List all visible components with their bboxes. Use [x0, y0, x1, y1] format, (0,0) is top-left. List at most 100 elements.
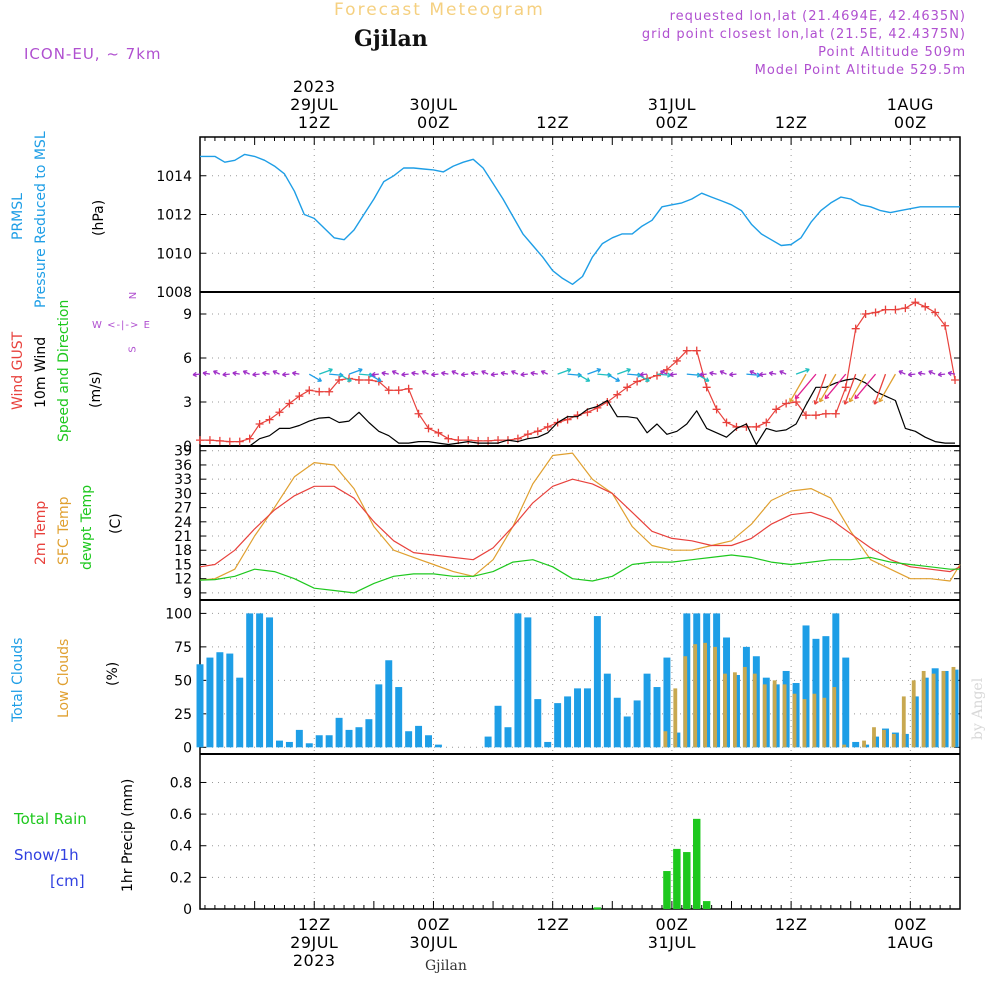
total-cloud-bar — [355, 727, 363, 748]
wind-arrow — [873, 373, 887, 405]
total-cloud-bar — [276, 740, 283, 748]
clouds-y-tick-label: 25 — [174, 707, 192, 723]
total-cloud-bar — [514, 613, 522, 748]
temp-2m-label: 2m Temp — [33, 500, 49, 565]
low-cloud-bar — [842, 744, 847, 748]
wind-arrow-head — [202, 370, 208, 377]
gust-marker — [931, 308, 940, 317]
wind-arrow-head — [500, 370, 506, 377]
bottom-time-label: 00Z — [655, 915, 688, 934]
snow-unit-label: [cm] — [50, 872, 85, 890]
total-cloud-bar — [295, 729, 303, 748]
bottom-time-label: 31JUL — [648, 933, 696, 952]
low-cloud-bar — [782, 684, 787, 748]
top-time-label: 31JUL — [648, 95, 696, 114]
total-cloud-bar — [325, 735, 333, 748]
wind-arrow-head — [819, 397, 824, 403]
total-cloud-bar — [852, 741, 860, 748]
rain-bar — [593, 907, 602, 910]
bottom-time-label: 12Z — [775, 915, 808, 934]
temperature-y-tick-label: 15 — [174, 557, 192, 573]
wind-arrow-head — [262, 370, 267, 377]
total-cloud-bar — [822, 636, 830, 748]
low-cloud-bar — [802, 699, 807, 748]
temperature-y-tick-label: 12 — [174, 572, 192, 588]
total-cloud-bar — [623, 716, 631, 748]
gust-marker — [692, 346, 701, 355]
total-cloud-bar — [305, 743, 313, 748]
rain-bar — [693, 818, 701, 909]
wind-arrow-head — [391, 370, 397, 375]
compass-we: W <-|-> E — [92, 320, 151, 331]
watermark: by Angel — [970, 677, 986, 740]
temp-sfc-label: SFC Temp — [56, 496, 72, 565]
gust-marker — [414, 409, 423, 418]
top-time-label: 12Z — [775, 113, 808, 132]
pressure-line — [200, 153, 960, 285]
wind-arrow — [795, 368, 810, 375]
wind-arrow — [844, 373, 857, 405]
precip-y-tick-label: 0.2 — [170, 870, 192, 886]
total-cloud-bar — [534, 699, 542, 748]
total-cloud-bar — [434, 744, 442, 748]
gust-marker — [295, 392, 304, 401]
gust-marker — [792, 398, 801, 406]
gust-marker — [613, 390, 622, 399]
top-time-label: 1AUG — [887, 95, 934, 114]
pressure-label-1: PRMSL — [10, 193, 26, 240]
gust-marker — [255, 420, 264, 428]
wind-arrow-head — [222, 371, 227, 378]
precip-y-tick-label: 0.8 — [170, 775, 192, 791]
temp-dewpt-label: dewpt Temp — [79, 484, 95, 570]
gust-marker — [384, 386, 393, 395]
top-time-label: 29JUL — [290, 95, 338, 114]
wind-arrow-head — [530, 370, 535, 377]
rain-bar — [702, 901, 711, 909]
low-cloud-bar — [941, 670, 946, 748]
low-cloud-bar — [901, 696, 906, 748]
total-cloud-bar — [345, 729, 353, 748]
bottom-time-label: 2023 — [293, 951, 336, 970]
grid-point-coords: grid point closest lon,lat (21.5E, 42.43… — [641, 27, 966, 42]
wind-arrow-head — [848, 397, 854, 403]
precip-y-tick-label: 0.6 — [170, 807, 192, 823]
total-cloud-bar — [663, 657, 671, 748]
temperature-y-tick-label: 9 — [183, 586, 192, 602]
wind-arrow — [789, 373, 807, 403]
wind-arrow — [318, 368, 333, 375]
total-cloud-bar — [554, 703, 562, 748]
location-title: Gjilan — [354, 26, 428, 52]
sfc-temp-line — [199, 452, 961, 582]
wind-dir-label: Speed and Direction — [56, 299, 72, 442]
wind-arrow-head — [937, 371, 943, 378]
low-cloud-bar — [772, 680, 777, 748]
pressure-y-tick-label: 1008 — [156, 285, 192, 301]
gust-marker — [881, 305, 890, 314]
wind-arrow-head — [704, 377, 710, 382]
wind-arrow-head — [371, 371, 376, 378]
wind-arrow — [368, 373, 382, 382]
gust-marker — [891, 305, 900, 314]
wind-arrow — [854, 373, 877, 400]
model-label: ICON-EU, ~ 7km — [24, 45, 162, 63]
wind-arrow-head — [789, 397, 794, 403]
temperature-y-tick-label: 24 — [174, 515, 192, 531]
gust-marker — [404, 384, 413, 393]
gust-line — [200, 301, 956, 443]
gust-marker — [593, 403, 602, 412]
wind-arrow-head — [282, 371, 287, 378]
temperature-y-tick-label: 36 — [174, 458, 192, 474]
total-cloud-bar — [544, 741, 552, 748]
wind-arrow-head — [212, 370, 218, 375]
wind-arrow — [636, 373, 650, 382]
wind-arrow-head — [873, 400, 879, 405]
bottom-time-label: 00Z — [417, 915, 450, 934]
gust-marker — [951, 376, 960, 384]
gust-marker — [662, 365, 671, 374]
wind-arrow-head — [411, 370, 416, 377]
dewpt-line — [199, 554, 960, 594]
total-cloud-bar — [285, 741, 293, 748]
gust-marker — [752, 422, 761, 431]
gust-marker — [861, 310, 870, 318]
gust-marker — [841, 383, 850, 392]
